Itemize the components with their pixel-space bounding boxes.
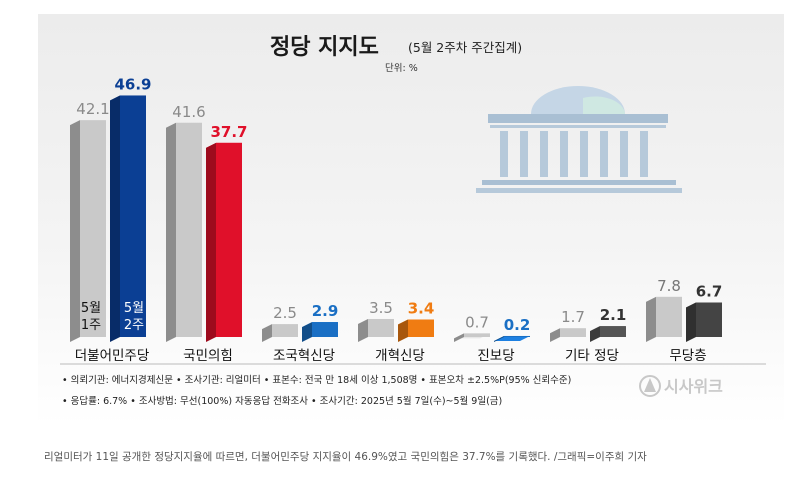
bar-week2-3 xyxy=(408,319,434,337)
bar-week1-5-side xyxy=(550,328,560,342)
bar-week1-3-side xyxy=(358,318,368,342)
category-label-5: 기타 정당 xyxy=(565,348,619,364)
bar-week2-0 xyxy=(120,95,146,337)
category-label-1: 국민의힘 xyxy=(183,348,233,364)
category-label-0: 더불어민주당 xyxy=(75,348,150,364)
category-label-4: 진보당 xyxy=(477,348,514,364)
chart-subtitle: (5월 2주차 주간집계) xyxy=(408,40,522,55)
caption: 리얼미터가 11일 공개한 정당지지율에 따르면, 더불어민주당 지지율이 46… xyxy=(44,451,647,463)
chart-canvas: 정당 지지도 (5월 2주차 주간집계) 단위: % 42.1 46.9 더불어민주… xyxy=(60,35,766,407)
bar-week1-2-side xyxy=(262,324,272,342)
value-label-week2-4: 0.2 xyxy=(504,316,531,334)
bar-week2-1 xyxy=(216,142,242,337)
bar-week2-0-side xyxy=(110,95,120,342)
bar-week1-2 xyxy=(272,324,298,337)
value-label-week1-3: 3.5 xyxy=(369,299,393,317)
bar-week2-6 xyxy=(696,302,722,337)
survey-notes-line1: • 의뢰기관: 에너지경제신문 • 조사기관: 리얼미터 • 표본수: 전국 만… xyxy=(62,374,571,386)
bar-week1-4-side xyxy=(454,333,464,342)
category-label-6: 무당층 xyxy=(669,348,706,364)
value-label-week2-0: 46.9 xyxy=(114,75,151,93)
week2-label-line1: 5월 xyxy=(124,301,144,316)
week1-label-line1: 5월 xyxy=(81,301,101,316)
bar-week2-4-side xyxy=(494,335,504,342)
bar-week2-3-side xyxy=(398,319,408,342)
value-label-week1-5: 1.7 xyxy=(561,308,585,326)
bar-week1-1-side xyxy=(166,122,176,342)
bar-week1-1 xyxy=(176,122,202,337)
bar-week2-5 xyxy=(600,326,626,337)
week2-label-line2: 2주 xyxy=(124,318,144,333)
value-label-week2-2: 2.9 xyxy=(312,302,339,320)
national-assembly-building-icon xyxy=(476,86,682,193)
bar-week1-0-side xyxy=(70,120,80,342)
bar-week2-6-side xyxy=(686,302,696,342)
bar-week2-4 xyxy=(504,335,530,337)
category-label-3: 개혁신당 xyxy=(375,348,425,364)
week1-label-line2: 1주 xyxy=(81,318,101,333)
chart-title: 정당 지지도 xyxy=(270,35,379,60)
value-label-week2-3: 3.4 xyxy=(408,299,435,317)
bar-week1-0 xyxy=(80,120,106,337)
bar-week1-4 xyxy=(464,333,490,337)
chart-panel: 정당 지지도 (5월 2주차 주간집계) 단위: % 42.1 46.9 더불어민주… xyxy=(38,14,784,426)
bar-week2-2 xyxy=(312,322,338,337)
bar-week1-5 xyxy=(560,328,586,337)
value-label-week2-1: 37.7 xyxy=(210,123,247,141)
value-label-week1-4: 0.7 xyxy=(465,313,489,331)
bars-group: 42.1 46.9 더불어민주당 41.6 37.7 국민의힘 2.5 2.9 조국혁신당 3.5… xyxy=(70,75,722,364)
bar-week1-6-side xyxy=(646,296,656,342)
value-label-week1-2: 2.5 xyxy=(273,304,297,322)
value-label-week2-6: 6.7 xyxy=(696,282,723,300)
bar-week2-5-side xyxy=(590,326,600,342)
value-label-week1-6: 7.8 xyxy=(657,277,681,295)
survey-notes-line2: • 응답률: 6.7% • 조사방법: 무선(100%) 자동응답 전화조사 •… xyxy=(62,395,502,407)
value-label-week1-0: 42.1 xyxy=(76,100,109,118)
bar-week1-3 xyxy=(368,318,394,337)
bar-week2-2-side xyxy=(302,322,312,342)
category-label-2: 조국혁신당 xyxy=(273,348,335,364)
value-label-week2-5: 2.1 xyxy=(600,306,627,324)
value-label-week1-1: 41.6 xyxy=(172,103,205,121)
bar-week2-1-side xyxy=(206,142,216,342)
unit-label: 단위: % xyxy=(385,62,418,74)
logo-text: 시사위크 xyxy=(664,377,723,396)
bar-week1-6 xyxy=(656,296,682,337)
sisaweek-logo-icon xyxy=(639,375,661,397)
